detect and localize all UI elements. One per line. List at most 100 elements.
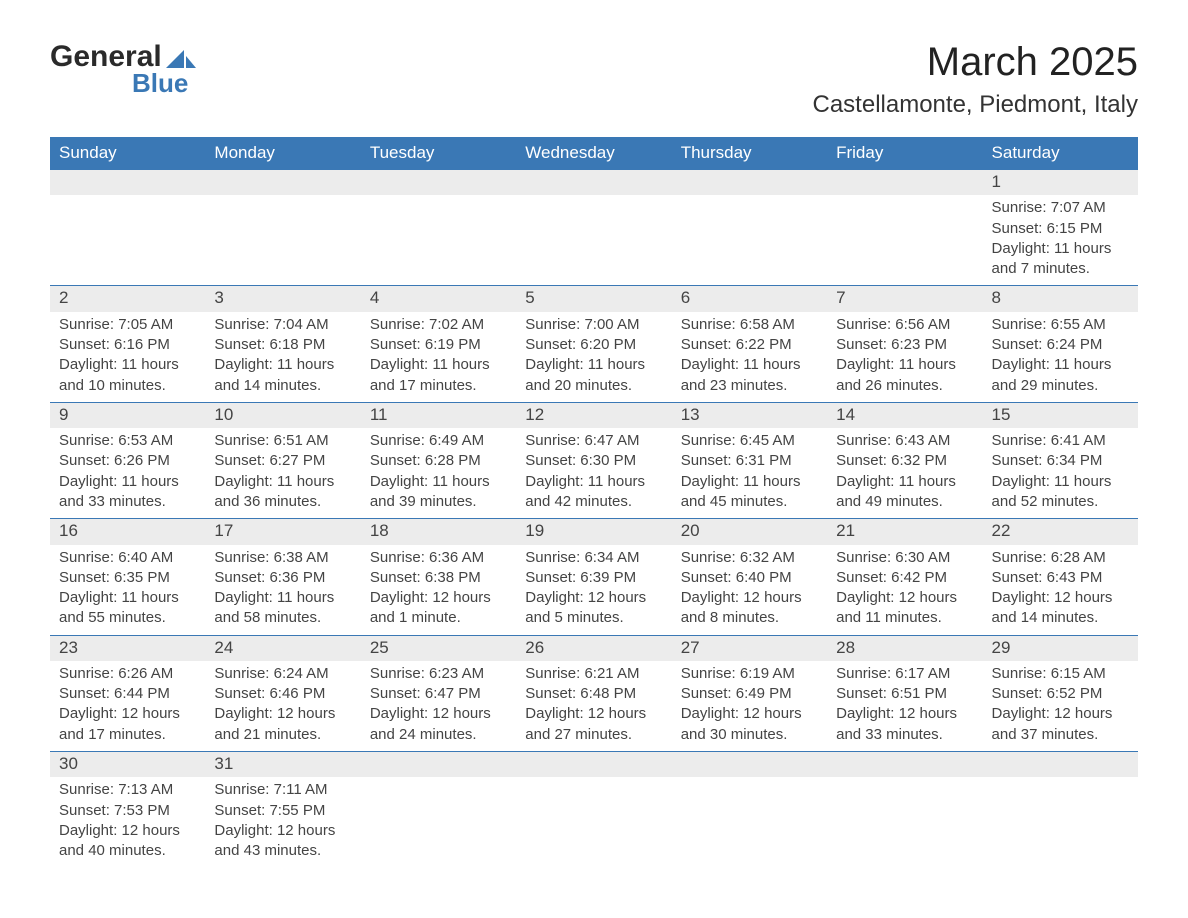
calendar-cell: 24 Sunrise: 6:24 AMSunset: 6:46 PMDayligh… (205, 635, 360, 751)
day-number: 8 (983, 286, 1138, 311)
calendar-cell-empty (983, 751, 1138, 867)
day-number (983, 752, 1138, 777)
sunrise-text: Sunrise: 7:00 AM (525, 315, 662, 335)
day-number: 4 (361, 286, 516, 311)
sunset-text: Sunset: 6:30 PM (525, 451, 662, 471)
day-details (50, 195, 205, 277)
daylight-text-1: Daylight: 11 hours (992, 472, 1129, 492)
calendar-cell: 17Sunrise: 6:38 AMSunset: 6:36 PMDayligh… (205, 519, 360, 635)
calendar-cell: 19Sunrise: 6:34 AMSunset: 6:39 PMDayligh… (516, 519, 671, 635)
calendar-header-row: SundayMondayTuesdayWednesdayThursdayFrid… (50, 137, 1138, 170)
day-details: Sunrise: 6:55 AMSunset: 6:24 PMDaylight:… (983, 312, 1138, 402)
daylight-text-2: and 55 minutes. (59, 608, 196, 628)
day-number (827, 752, 982, 777)
day-number: 10 (205, 403, 360, 428)
day-number: 30 (50, 752, 205, 777)
day-number: 24 (205, 636, 360, 661)
sunset-text: Sunset: 6:47 PM (370, 684, 507, 704)
sunrise-text: Sunrise: 7:07 AM (992, 198, 1129, 218)
day-details: Sunrise: 6:15 AMSunset: 6:52 PMDaylight:… (983, 661, 1138, 751)
logo: General Blue (50, 40, 196, 99)
calendar-row: 9Sunrise: 6:53 AMSunset: 6:26 PMDaylight… (50, 402, 1138, 518)
sunset-text: Sunset: 6:34 PM (992, 451, 1129, 471)
sunrise-text: Sunrise: 7:11 AM (214, 780, 351, 800)
daylight-text-2: and 30 minutes. (681, 725, 818, 745)
day-number: 25 (361, 636, 516, 661)
day-details: Sunrise: 6:58 AMSunset: 6:22 PMDaylight:… (672, 312, 827, 402)
daylight-text-2: and 45 minutes. (681, 492, 818, 512)
calendar-cell: 8Sunrise: 6:55 AMSunset: 6:24 PMDaylight… (983, 286, 1138, 402)
sunrise-text: Sunrise: 6:47 AM (525, 431, 662, 451)
sunset-text: Sunset: 6:36 PM (214, 568, 351, 588)
calendar-cell: 31Sunrise: 7:11 AMSunset: 7:55 PMDayligh… (205, 751, 360, 867)
calendar-cell: 13Sunrise: 6:45 AMSunset: 6:31 PMDayligh… (672, 402, 827, 518)
day-details: Sunrise: 6:51 AMSunset: 6:27 PMDaylight:… (205, 428, 360, 518)
daylight-text-1: Daylight: 11 hours (214, 355, 351, 375)
sunrise-text: Sunrise: 6:49 AM (370, 431, 507, 451)
sunset-text: Sunset: 6:32 PM (836, 451, 973, 471)
sunset-text: Sunset: 6:49 PM (681, 684, 818, 704)
daylight-text-2: and 26 minutes. (836, 376, 973, 396)
sunrise-text: Sunrise: 6:19 AM (681, 664, 818, 684)
day-number: 11 (361, 403, 516, 428)
day-details (516, 777, 671, 859)
daylight-text-1: Daylight: 11 hours (836, 472, 973, 492)
day-details: Sunrise: 6:28 AMSunset: 6:43 PMDaylight:… (983, 545, 1138, 635)
day-details: Sunrise: 7:11 AMSunset: 7:55 PMDaylight:… (205, 777, 360, 867)
calendar-cell: 29Sunrise: 6:15 AMSunset: 6:52 PMDayligh… (983, 635, 1138, 751)
calendar-cell-empty (205, 170, 360, 286)
calendar-cell: 20Sunrise: 6:32 AMSunset: 6:40 PMDayligh… (672, 519, 827, 635)
daylight-text-1: Daylight: 11 hours (214, 472, 351, 492)
day-number: 22 (983, 519, 1138, 544)
sunset-text: Sunset: 6:26 PM (59, 451, 196, 471)
daylight-text-1: Daylight: 11 hours (214, 588, 351, 608)
calendar-row: 23Sunrise: 6:26 AMSunset: 6:44 PMDayligh… (50, 635, 1138, 751)
weekday-header: Friday (827, 137, 982, 170)
day-details: Sunrise: 7:07 AMSunset: 6:15 PMDaylight:… (983, 195, 1138, 285)
sunset-text: Sunset: 6:15 PM (992, 219, 1129, 239)
day-details: Sunrise: 7:13 AMSunset: 7:53 PMDaylight:… (50, 777, 205, 867)
calendar-cell-empty (827, 170, 982, 286)
daylight-text-2: and 33 minutes. (59, 492, 196, 512)
calendar-cell: 27Sunrise: 6:19 AMSunset: 6:49 PMDayligh… (672, 635, 827, 751)
daylight-text-1: Daylight: 12 hours (214, 704, 351, 724)
day-number: 15 (983, 403, 1138, 428)
sunrise-text: Sunrise: 7:13 AM (59, 780, 196, 800)
sunset-text: Sunset: 6:18 PM (214, 335, 351, 355)
daylight-text-2: and 21 minutes. (214, 725, 351, 745)
day-details: Sunrise: 6:53 AMSunset: 6:26 PMDaylight:… (50, 428, 205, 518)
sunset-text: Sunset: 6:43 PM (992, 568, 1129, 588)
day-details: Sunrise: 6:56 AMSunset: 6:23 PMDaylight:… (827, 312, 982, 402)
day-details (516, 195, 671, 277)
sunrise-text: Sunrise: 6:24 AM (214, 664, 351, 684)
daylight-text-1: Daylight: 11 hours (59, 588, 196, 608)
daylight-text-2: and 11 minutes. (836, 608, 973, 628)
logo-word-blue: Blue (132, 68, 196, 99)
sunrise-text: Sunrise: 6:43 AM (836, 431, 973, 451)
calendar-cell: 1Sunrise: 7:07 AMSunset: 6:15 PMDaylight… (983, 170, 1138, 286)
day-number: 1 (983, 170, 1138, 195)
daylight-text-2: and 58 minutes. (214, 608, 351, 628)
calendar-cell: 21Sunrise: 6:30 AMSunset: 6:42 PMDayligh… (827, 519, 982, 635)
day-details (205, 195, 360, 277)
sunset-text: Sunset: 6:20 PM (525, 335, 662, 355)
calendar-cell: 12Sunrise: 6:47 AMSunset: 6:30 PMDayligh… (516, 402, 671, 518)
daylight-text-2: and 8 minutes. (681, 608, 818, 628)
day-details: Sunrise: 6:43 AMSunset: 6:32 PMDaylight:… (827, 428, 982, 518)
calendar-cell-empty (361, 751, 516, 867)
day-number: 13 (672, 403, 827, 428)
daylight-text-2: and 24 minutes. (370, 725, 507, 745)
sunrise-text: Sunrise: 6:34 AM (525, 548, 662, 568)
daylight-text-2: and 49 minutes. (836, 492, 973, 512)
sunset-text: Sunset: 6:46 PM (214, 684, 351, 704)
day-number (672, 752, 827, 777)
daylight-text-2: and 17 minutes. (59, 725, 196, 745)
day-details: Sunrise: 6:21 AMSunset: 6:48 PMDaylight:… (516, 661, 671, 751)
sunset-text: Sunset: 6:31 PM (681, 451, 818, 471)
daylight-text-1: Daylight: 11 hours (59, 472, 196, 492)
daylight-text-1: Daylight: 11 hours (681, 472, 818, 492)
day-details: Sunrise: 7:02 AMSunset: 6:19 PMDaylight:… (361, 312, 516, 402)
daylight-text-2: and 52 minutes. (992, 492, 1129, 512)
day-details (361, 195, 516, 277)
daylight-text-2: and 14 minutes. (214, 376, 351, 396)
